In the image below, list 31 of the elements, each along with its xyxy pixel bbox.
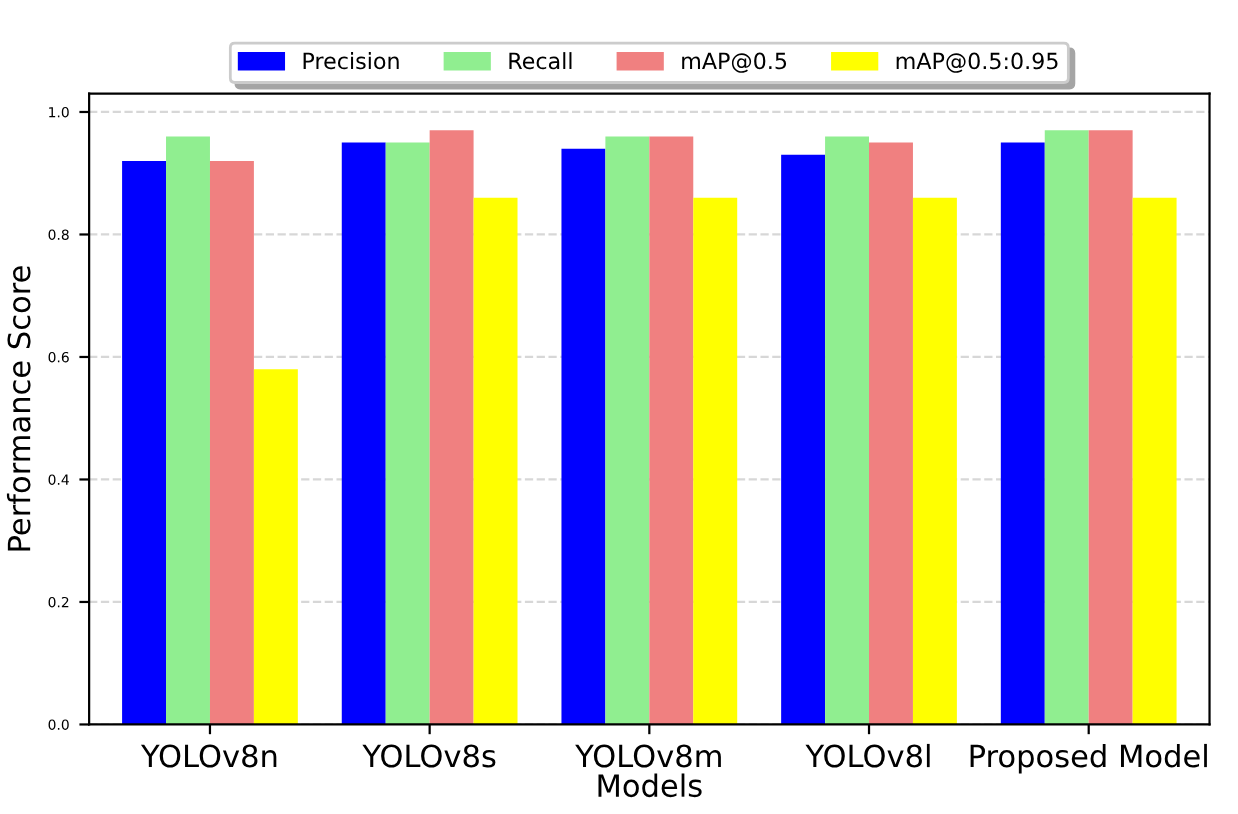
y-axis-title: Performance Score xyxy=(6,266,31,551)
bar xyxy=(122,160,167,725)
bar xyxy=(253,369,298,725)
x-tick-label: YOLOv8m xyxy=(575,744,721,768)
bar xyxy=(209,160,254,725)
bar xyxy=(912,197,957,725)
x-tick-label: YOLOv8s xyxy=(362,744,496,768)
bar xyxy=(693,197,738,725)
bar xyxy=(166,136,210,725)
bar xyxy=(825,136,870,725)
x-tick-label: YOLOv8l xyxy=(805,743,930,768)
bar xyxy=(561,148,606,725)
bar xyxy=(1044,130,1089,725)
legend-label: Recall xyxy=(509,52,572,70)
bar xyxy=(473,197,518,725)
bar xyxy=(1132,197,1177,725)
bar xyxy=(781,154,826,725)
x-tick-label: YOLOv8n xyxy=(140,744,277,768)
bar xyxy=(385,142,430,725)
bar xyxy=(649,136,694,725)
bar xyxy=(869,142,913,725)
bar xyxy=(1088,130,1133,725)
x-axis-title: Models xyxy=(598,773,702,798)
bar xyxy=(341,142,386,725)
legend-label: Precision xyxy=(303,52,399,70)
legend-label: mAP@0.5 xyxy=(682,52,787,73)
bar xyxy=(429,130,474,725)
legend-label: mAP@0.5:0.95 xyxy=(896,52,1058,73)
bar xyxy=(605,136,650,725)
x-tick-label: Proposed Model xyxy=(970,743,1207,774)
bar xyxy=(1000,142,1045,725)
